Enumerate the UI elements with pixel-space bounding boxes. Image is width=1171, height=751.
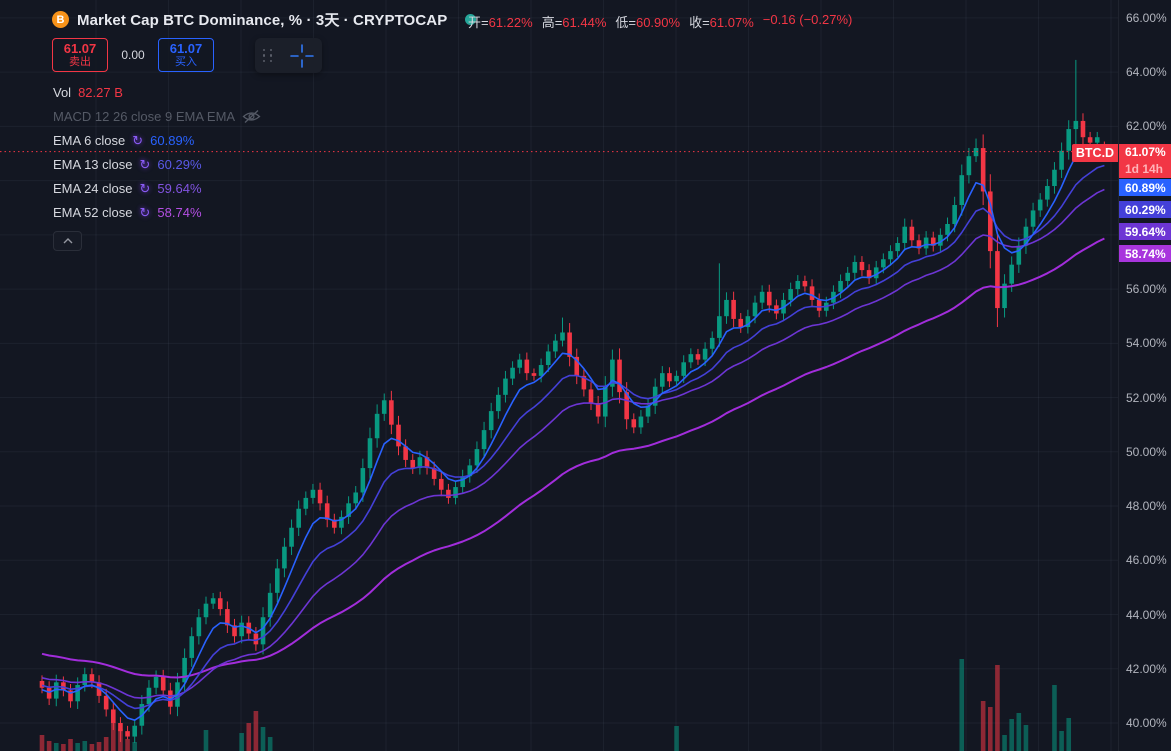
price-tick: 66.00% [1126, 10, 1167, 25]
price-badge: 61.07% [1119, 143, 1171, 161]
ohlc-close: 收=61.07% [689, 15, 754, 30]
volume-legend-row[interactable]: Vol 82.27 B [53, 84, 123, 100]
ohlc-high: 高=61.44% [541, 15, 607, 30]
price-scale[interactable]: 66.00% 64.00% 62.00% 56.00% 54.00% 52.00% 50.0… [1118, 0, 1171, 751]
ema52-legend-row[interactable]: EMA 52 close ↻ 58.74% [53, 204, 202, 220]
floating-toolbar [255, 38, 322, 73]
ohlc-low: 低=60.90% [615, 15, 681, 30]
grid [0, 0, 1118, 751]
sync-icon: ↻ [139, 156, 151, 172]
ema24-line [41, 188, 1105, 699]
price-badge: 60.89% [1119, 179, 1171, 196]
ema6-line [41, 144, 1105, 722]
price-tick: 42.00% [1126, 661, 1167, 676]
volume-value: 82.27 B [78, 84, 123, 100]
sell-button[interactable]: 61.07 卖出 [52, 38, 108, 72]
price-tick: 56.00% [1126, 282, 1167, 297]
sync-icon: ↻ [132, 132, 144, 148]
price-tick: 50.00% [1126, 444, 1167, 459]
price-tick: 46.00% [1126, 553, 1167, 568]
price-tick: 52.00% [1126, 390, 1167, 405]
ema6-legend-row[interactable]: EMA 6 close ↻ 60.89% [53, 132, 195, 148]
sync-icon: ↻ [139, 180, 151, 196]
price-badge: 58.74% [1119, 245, 1171, 262]
volume-bars [39, 659, 1072, 751]
price-badge: 60.29% [1119, 201, 1171, 218]
price-tick: 40.00% [1126, 716, 1167, 730]
ema13-line [41, 164, 1105, 710]
spread-value: 0.00 [121, 48, 145, 62]
symbol-price-chip: BTC.D [1072, 144, 1118, 162]
crosshair-icon [289, 43, 314, 68]
price-tick: 44.00% [1126, 607, 1167, 622]
eye-off-icon[interactable] [242, 109, 261, 124]
market-status-icon[interactable] [465, 14, 477, 25]
ema52-value: 58.74% [157, 204, 202, 220]
buy-button[interactable]: 61.07 买入 [158, 38, 214, 72]
ema52-line [41, 237, 1105, 679]
sync-icon: ↻ [139, 204, 151, 220]
bitcoin-icon: B [52, 11, 69, 28]
crosshair-tool-button[interactable] [281, 43, 322, 69]
drag-handle-icon[interactable] [255, 48, 281, 63]
bar-countdown-badge: 1d 14h [1119, 160, 1171, 178]
price-badge: 59.64% [1119, 223, 1171, 240]
price-tick: 64.00% [1126, 65, 1167, 80]
chevron-up-icon [63, 238, 72, 244]
price-tick: 48.00% [1126, 499, 1167, 514]
price-tick: 62.00% [1126, 119, 1167, 134]
symbol-title[interactable]: Market Cap BTC Dominance, % · 3天 · CRYPT… [77, 12, 448, 29]
indicator-legend: Vol 82.27 B MACD 12 26 close 9 EMA EMA E… [53, 80, 261, 251]
trade-panel: 61.07 卖出 0.00 61.07 买入 [52, 38, 214, 72]
ohlc-change: −0.16 (−0.27%) [762, 12, 853, 27]
ema6-value: 60.89% [150, 132, 195, 148]
ema13-value: 60.29% [157, 156, 202, 172]
symbol-header: B Market Cap BTC Dominance, % · 3天 · CRY… [52, 9, 477, 30]
ohlc-open: 开=61.22% [468, 15, 533, 30]
candles [39, 59, 1107, 744]
ohlc-readout: 开=61.22% 高=61.44% 低=60.90% 收=61.07% −0.1… [468, 12, 852, 31]
ema24-value: 59.64% [157, 180, 202, 196]
collapse-legend-button[interactable] [53, 231, 82, 251]
ema24-legend-row[interactable]: EMA 24 close ↻ 59.64% [53, 180, 202, 196]
macd-legend-row[interactable]: MACD 12 26 close 9 EMA EMA [53, 104, 261, 128]
ema13-legend-row[interactable]: EMA 13 close ↻ 60.29% [53, 156, 202, 172]
price-tick: 54.00% [1126, 336, 1167, 351]
